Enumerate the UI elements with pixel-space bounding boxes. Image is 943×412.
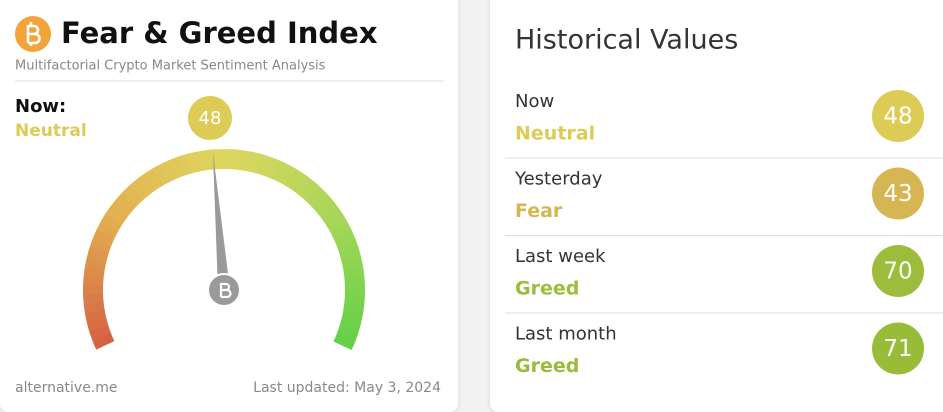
subtitle: Multifactorial Crypto Market Sentiment A…: [15, 59, 326, 74]
arc-segment: [343, 337, 347, 345]
arc-segment: [109, 219, 114, 227]
now-label: Now:: [15, 96, 66, 117]
arc-segment: [275, 169, 283, 173]
arc-segment: [351, 260, 353, 269]
bitcoin-icon: [15, 16, 51, 52]
arc-segment: [99, 329, 102, 338]
arc-segment: [334, 220, 339, 228]
classification: Greed: [515, 278, 579, 300]
arc-segment: [150, 177, 158, 182]
arc-segment: [233, 159, 242, 160]
arc-segment: [198, 160, 207, 162]
arc-segment: [130, 193, 137, 199]
arc-segment: [97, 251, 99, 260]
last-updated: Last updated: May 3, 2024: [253, 380, 441, 396]
arc-segment: [95, 259, 97, 268]
arc-segment: [157, 173, 165, 177]
arc-segment: [102, 235, 106, 243]
title: Fear & Greed Index: [61, 16, 378, 50]
arc-segment: [181, 164, 190, 167]
arc-segment: [241, 160, 250, 162]
arc-segment: [330, 212, 335, 220]
arc-segment: [105, 227, 109, 235]
arc-segment: [259, 164, 268, 167]
arc-segment: [346, 243, 349, 252]
period: Now: [515, 91, 554, 112]
arc-segment: [250, 162, 259, 164]
arc-segment: [94, 303, 95, 312]
classification: Neutral: [515, 123, 595, 145]
arc-segment: [291, 177, 299, 182]
arc-segment: [349, 321, 351, 330]
arc-segment: [318, 199, 324, 206]
arc-segment: [189, 162, 198, 164]
arc-segment: [305, 187, 312, 193]
arc-segment: [173, 166, 182, 169]
arc-segment: [353, 303, 354, 312]
history-value: 70: [883, 259, 912, 285]
arc-segment: [207, 159, 216, 160]
period: Yesterday: [514, 169, 603, 190]
needle: [213, 152, 230, 290]
history-title: Historical Values: [515, 25, 738, 56]
history-panel: Historical Values Now Neutral 48 Yesterday F…: [490, 0, 943, 409]
period: Last week: [515, 246, 606, 267]
arc-segment: [351, 312, 353, 321]
arc-segment: [283, 173, 291, 177]
period: Last month: [515, 324, 617, 345]
arc-segment: [346, 329, 349, 338]
arc-segment: [353, 268, 354, 277]
classification: Fear: [515, 200, 563, 222]
arc-segment: [267, 166, 276, 169]
arc-segment: [118, 205, 124, 212]
gauge-card: Fear & Greed Index Multifactorial Crypto…: [0, 0, 458, 412]
arc-segment: [124, 199, 130, 206]
history-value: 43: [883, 181, 912, 207]
arc-segment: [99, 243, 102, 252]
arc-segment: [93, 277, 94, 286]
page: {"header": {"title": "Fear & Greed Index…: [0, 0, 943, 401]
gauge-panel: Fear & Greed Index Multifactorial Crypto…: [0, 0, 458, 409]
arc-segment: [354, 277, 355, 286]
source: alternative.me: [15, 380, 118, 396]
arc-segment: [94, 268, 95, 277]
arc-segment: [136, 187, 143, 193]
arc-segment: [339, 227, 343, 235]
arc-segment: [93, 294, 94, 303]
history-value: 71: [883, 336, 912, 362]
arc-segment: [298, 182, 305, 187]
arc-segment: [165, 169, 173, 173]
arc-segment: [97, 320, 99, 329]
history-card: Historical Values Now Neutral 48 Yesterday F…: [490, 0, 943, 412]
arc-segment: [312, 193, 319, 199]
now-classification: Neutral: [15, 121, 87, 141]
classification: Greed: [515, 355, 579, 377]
arc-segment: [95, 312, 97, 321]
arc-segment: [343, 235, 347, 243]
arc-segment: [114, 212, 119, 220]
arc-segment: [102, 337, 106, 345]
gauge-value: 48: [199, 108, 222, 129]
arc-segment: [349, 251, 351, 260]
arc-segment: [354, 295, 355, 304]
arc-segment: [143, 182, 150, 187]
arc-segment: [324, 206, 330, 213]
history-value: 48: [883, 104, 912, 130]
